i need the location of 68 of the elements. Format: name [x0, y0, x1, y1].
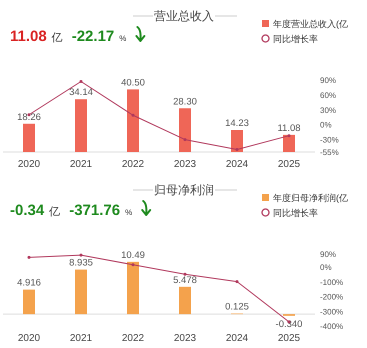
x-tick-label: 2024 [226, 333, 249, 344]
legend-label: 年度归母净利润(亿 [273, 193, 348, 203]
point [132, 263, 134, 266]
data-label: 40.50 [121, 77, 145, 88]
bar [179, 108, 191, 152]
y2-tick-label: -200% [320, 292, 344, 302]
bar [179, 286, 191, 314]
y2-tick-label: -100% [320, 278, 344, 287]
bar [127, 89, 139, 152]
y2-tick-label: 0% [320, 263, 332, 272]
data-label: 0.125 [225, 302, 249, 313]
data-label: 10.49 [121, 250, 145, 261]
text: % [125, 208, 132, 217]
y2-tick-label: -300% [320, 307, 344, 316]
text: -22.17 [72, 28, 114, 45]
y2-tick-label: -30% [320, 136, 339, 145]
x-tick-label: 2022 [122, 159, 145, 170]
data-label: 14.23 [225, 118, 249, 129]
chart-title: 归母净利润 [154, 183, 214, 197]
x-tick-label: 2020 [18, 333, 41, 344]
point [28, 256, 30, 259]
bar [283, 134, 295, 152]
bar [23, 124, 35, 152]
y2-tick-label: 0% [320, 120, 332, 130]
point [236, 280, 238, 284]
point [184, 272, 186, 276]
data-label: 18.26 [17, 112, 41, 123]
y2-tick-label: -400% [320, 322, 344, 331]
y2-tick-label: 30% [320, 106, 336, 115]
text: 11.08 [10, 28, 47, 45]
bar [127, 262, 139, 314]
bar [75, 270, 87, 314]
data-label: 8.935 [69, 258, 93, 269]
data-label: 11.08 [277, 122, 301, 134]
y2-tick-label: 90% [320, 76, 336, 85]
x-tick-label: 2025 [278, 159, 301, 170]
data-label: 34.14 [69, 87, 93, 98]
x-tick-label: 2021 [70, 159, 93, 170]
text: -0.34 [10, 202, 45, 219]
text: 亿 [50, 32, 63, 44]
point [236, 148, 238, 152]
data-label: 4.916 [17, 278, 41, 289]
bar [231, 130, 243, 152]
y2-tick-label: 90% [320, 250, 336, 259]
bar [23, 290, 35, 314]
chart-title: 营业总收入 [154, 9, 214, 23]
data-label: 28.30 [173, 96, 197, 108]
legend-label: 年度营业总收入(亿 [273, 19, 348, 29]
point [184, 138, 186, 142]
legend-label: 同比增长率 [273, 208, 318, 218]
x-tick-label: 2022 [122, 333, 145, 344]
x-tick-label: 2021 [70, 333, 93, 344]
text: 亿 [48, 206, 60, 218]
data-label: 5.478 [173, 274, 197, 286]
x-tick-label: 2023 [174, 159, 197, 170]
text: % [119, 34, 126, 43]
x-tick-label: 2020 [18, 159, 41, 170]
x-tick-label: 2024 [226, 159, 249, 170]
legend-label: 同比增长率 [273, 34, 318, 44]
y2-tick-label: 60% [320, 90, 336, 100]
point [288, 134, 290, 138]
x-tick-label: 2025 [278, 333, 301, 344]
x-tick-label: 2023 [174, 333, 197, 344]
bar [75, 99, 87, 152]
y2-tick-label: -55% [320, 148, 339, 157]
point [132, 114, 134, 117]
text: -371.76 [69, 202, 120, 219]
data-label: -0.340 [276, 318, 302, 330]
